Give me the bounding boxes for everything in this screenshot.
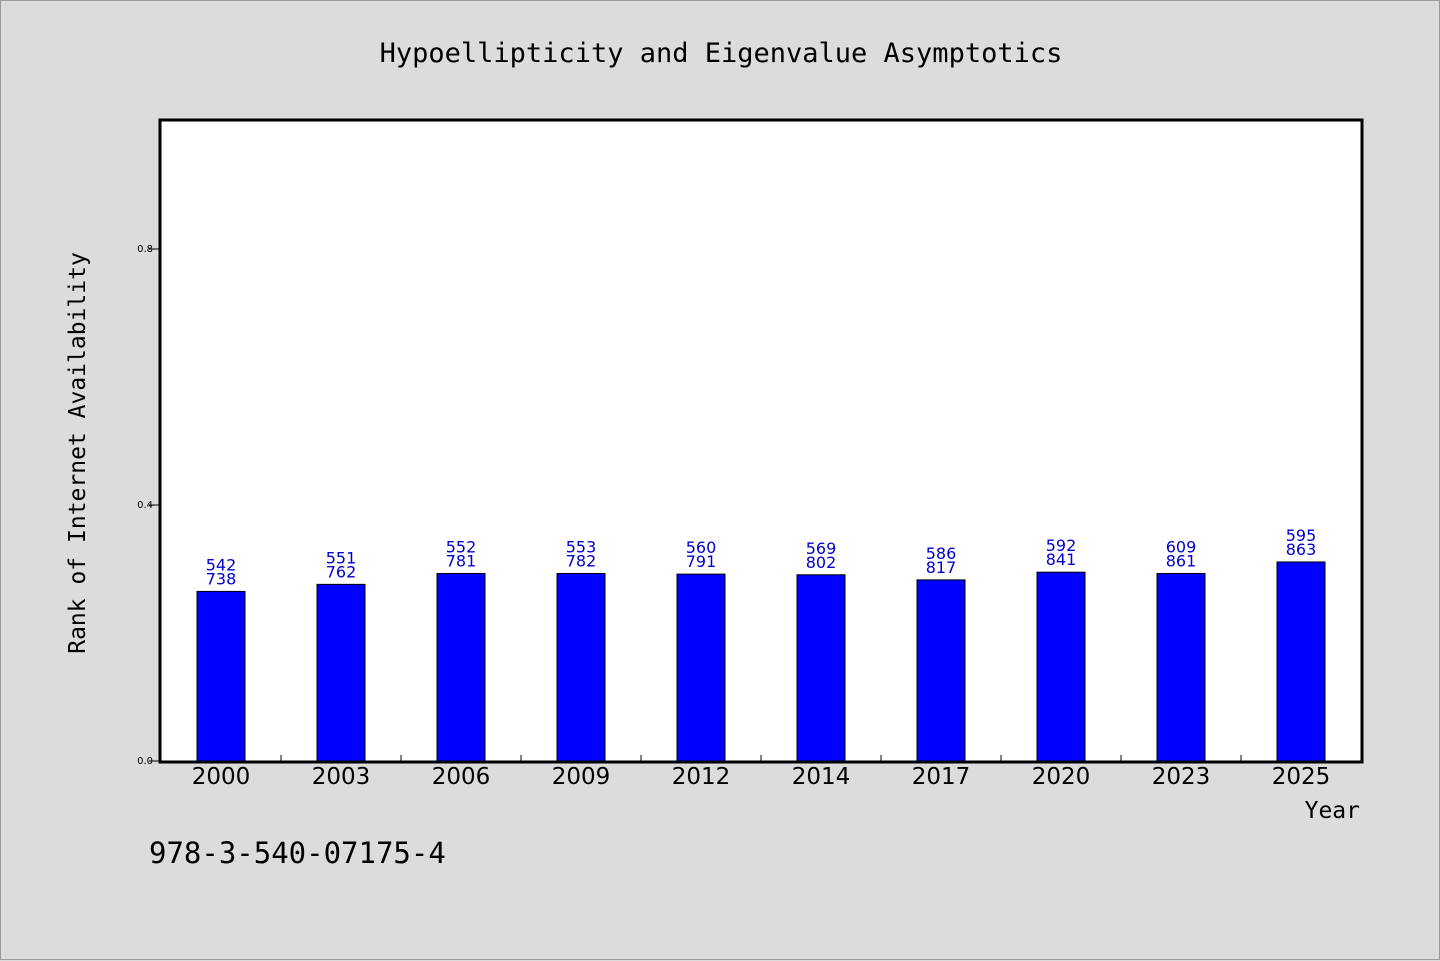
data-label-2014-1: 569 <box>806 539 837 558</box>
chart-title: Hypoellipticity and Eigenvalue Asymptoti… <box>380 38 1063 69</box>
data-label-2012-1: 560 <box>686 538 717 557</box>
bar-2012 <box>676 573 726 762</box>
bar-2017 <box>916 579 966 762</box>
data-label-2006-1: 552 <box>446 537 477 556</box>
data-label-2006-2: 781 <box>446 551 477 570</box>
x-axis: 2000 2003 2006 2009 2012 2014 2017 2020 2023 2025 <box>192 755 1331 790</box>
data-label-2017-2: 817 <box>926 558 957 577</box>
data-label-2009-2: 782 <box>566 551 597 570</box>
data-label-2020-2: 841 <box>1046 550 1077 569</box>
x-tick-label-2009: 2009 <box>552 764 611 790</box>
x-tick-label-2000: 2000 <box>192 764 251 790</box>
bar-2006 <box>436 572 486 762</box>
data-label-2023-2: 861 <box>1166 551 1197 570</box>
bar-2003 <box>316 583 366 762</box>
y-tick-label-0.0: 0.0 <box>137 756 153 767</box>
bar-2000 <box>196 590 246 762</box>
x-tick-label-2012: 2012 <box>672 764 731 790</box>
bar-2023 <box>1156 572 1206 762</box>
data-label-2014-2: 802 <box>806 553 837 572</box>
x-tick-label-2014: 2014 <box>792 764 851 790</box>
plot-border <box>158 118 1364 764</box>
footnote-isbn: 978-3-540-07175-4 <box>149 836 446 870</box>
bar-2025 <box>1276 561 1326 762</box>
data-label-2023-1: 609 <box>1166 537 1197 556</box>
x-tick-label-2006: 2006 <box>432 764 491 790</box>
data-label-2003-1: 551 <box>326 548 357 567</box>
data-label-2020-1: 592 <box>1046 536 1077 555</box>
y-axis: 0.0 0.4 0.8 <box>137 244 161 767</box>
x-tick-label-2025: 2025 <box>1272 764 1331 790</box>
data-label-2025-1: 595 <box>1286 526 1317 545</box>
bar-2014 <box>796 574 846 762</box>
x-tick-label-2020: 2020 <box>1032 764 1091 790</box>
data-label-2012-2: 791 <box>686 552 717 571</box>
y-tick-label-0.4: 0.4 <box>137 500 153 511</box>
bar-2009 <box>556 572 606 762</box>
data-label-2000-2: 738 <box>206 569 237 588</box>
bars-layer <box>196 561 1326 762</box>
y-axis-label: Rank of Internet Availability <box>65 252 91 654</box>
data-label-2017-1: 586 <box>926 544 957 563</box>
x-tick-label-2003: 2003 <box>312 764 371 790</box>
x-tick-label-2023: 2023 <box>1152 764 1211 790</box>
y-tick-label-0.8: 0.8 <box>137 244 153 255</box>
data-label-2025-2: 863 <box>1286 540 1317 559</box>
data-label-2003-2: 762 <box>326 562 357 581</box>
data-label-2000-1: 542 <box>206 555 237 574</box>
data-label-2009-1: 553 <box>566 537 597 556</box>
bar-2020 <box>1036 571 1086 762</box>
x-tick-label-2017: 2017 <box>912 764 971 790</box>
x-axis-label: Year <box>1305 798 1360 824</box>
